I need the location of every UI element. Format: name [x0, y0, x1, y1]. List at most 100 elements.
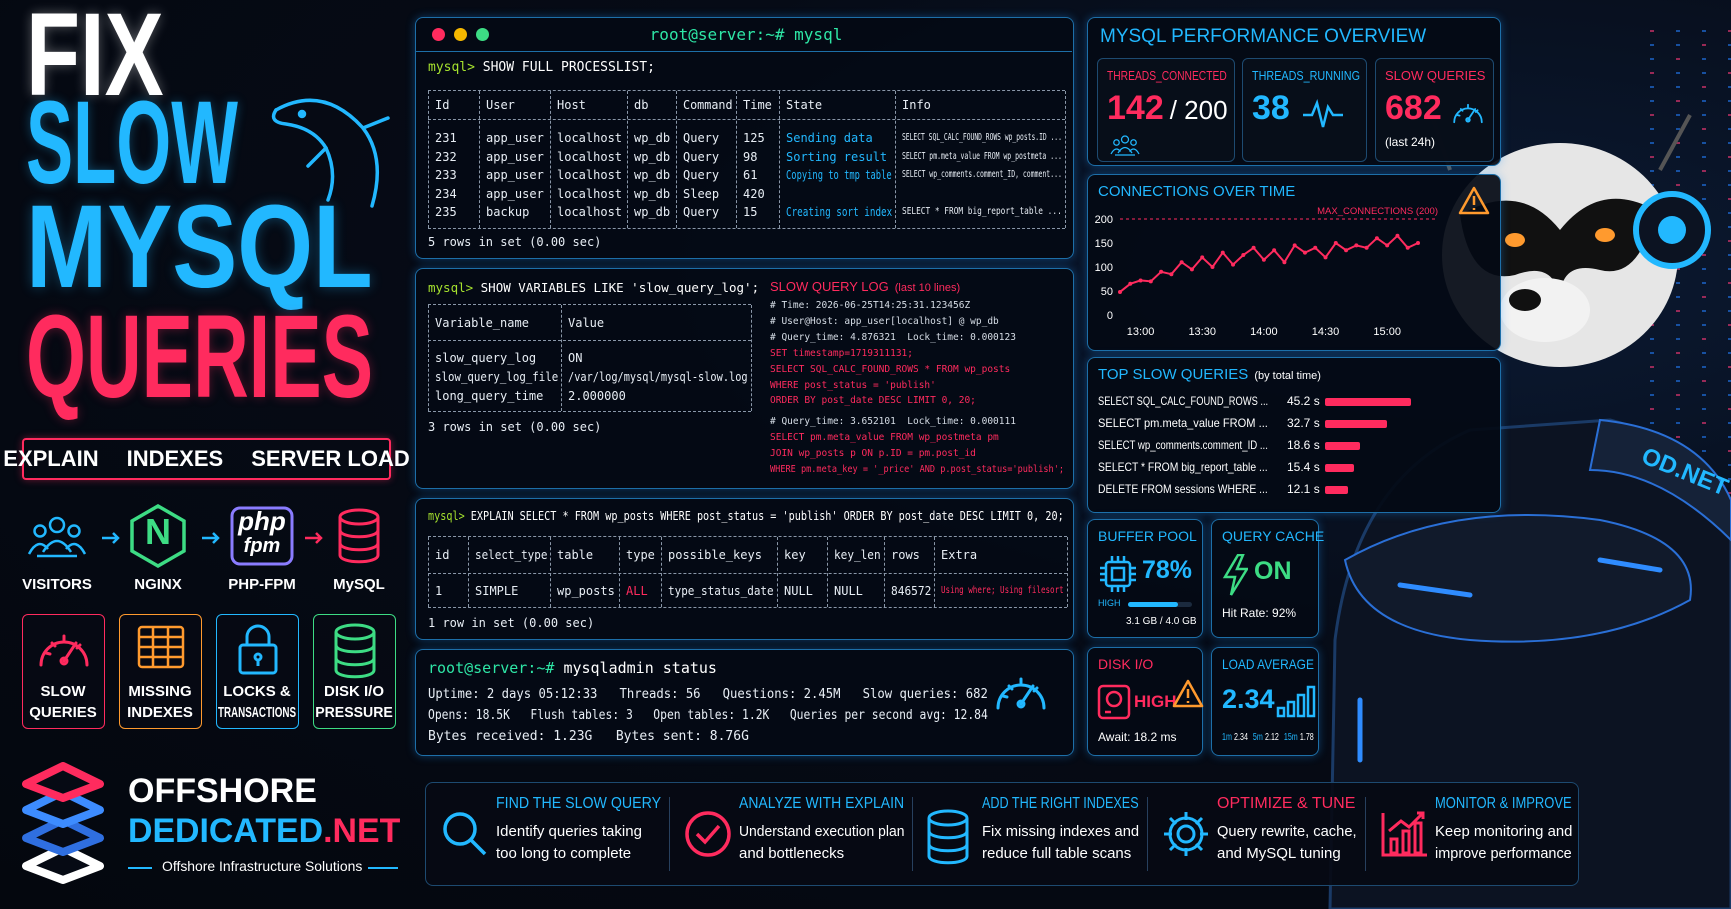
prompt-line: mysql> EXPLAIN SELECT * FROM wp_posts WHE…: [428, 508, 1064, 523]
tag: SERVER LOAD: [251, 446, 410, 471]
table-cell: localhost: [557, 149, 623, 164]
flow-arrow: [100, 530, 120, 546]
table-cell: backup: [486, 205, 530, 220]
data-point: [1395, 233, 1400, 238]
icon-part: [1222, 553, 1250, 596]
server-light: [1676, 170, 1680, 172]
server-light: [1702, 282, 1706, 284]
slow-log-line: SELECT SQL_CALC_FOUND_ROWS * FROM wp_pos…: [770, 363, 1011, 375]
flow-label: NGINX: [134, 576, 182, 593]
table-cell: SELECT * FROM big_report_table ...: [902, 206, 1062, 218]
icon-part: [39, 634, 89, 667]
server-light: [1702, 450, 1706, 452]
server-light: [1676, 86, 1680, 88]
tag: INDEXES: [126, 446, 224, 471]
icon-part: [927, 809, 969, 865]
table-cell: Sorting result: [786, 149, 888, 164]
icon-part: [1172, 679, 1204, 708]
column-header: Host: [557, 98, 586, 112]
server-light: [1676, 184, 1680, 186]
icon-part: [927, 830, 969, 853]
icon-part: [27, 542, 49, 555]
nginx-logo: N: [145, 511, 171, 552]
metric-value: 682: [1385, 89, 1442, 127]
icon-part: [334, 623, 376, 679]
metric-icon: [1110, 133, 1140, 157]
server-light: [1728, 212, 1731, 214]
column-rule: [428, 91, 429, 228]
load-period: 1m: [1222, 732, 1232, 743]
column-rule: [619, 537, 620, 607]
hero-title-line: SLOW: [26, 77, 238, 209]
icon-part: [1110, 135, 1140, 156]
headphone-core: [1658, 216, 1686, 244]
server-light: [1650, 142, 1654, 144]
result-table: id select_type table type possible_keys key ke…: [428, 536, 1068, 608]
server-light: [1676, 30, 1680, 32]
metric-label: THREADS_CONNECTED: [1107, 68, 1227, 83]
icon-part: [137, 625, 185, 669]
icon-part: [1276, 685, 1316, 718]
hero-title-line: MYSQL: [26, 181, 373, 313]
icon-part: [1401, 829, 1411, 855]
slow-log-line: # Query_time: 3.652101 Lock_time: 0.0001…: [770, 416, 1016, 427]
data-line: [1119, 234, 1419, 293]
icon-part: [39, 640, 89, 667]
issue-icon: [333, 623, 377, 683]
step-icon: [683, 809, 735, 865]
server-light: [1728, 380, 1731, 382]
step-title: MONITOR & IMPROVE: [1435, 795, 1572, 812]
icon-part: [334, 632, 376, 679]
server-light: [1702, 128, 1706, 130]
column-header: User: [486, 98, 515, 112]
bar: [1325, 464, 1355, 472]
card-value: ON: [1254, 557, 1292, 585]
column-header: Variable_name: [435, 315, 529, 330]
metric-label: SLOW QUERIES: [1385, 68, 1486, 83]
server-light: [1702, 296, 1706, 298]
column-rule: [934, 537, 935, 607]
table-cell: ALL: [626, 584, 648, 598]
prompt: root@server:~#: [428, 659, 555, 677]
column-rule: [550, 91, 551, 228]
issue-icon: [34, 623, 94, 671]
icon-part: [1001, 677, 1039, 699]
table-rule: [428, 119, 1065, 120]
table-cell: 420: [743, 186, 765, 201]
data-point: [1292, 243, 1297, 248]
icon-part: [245, 624, 271, 645]
status-line: Uptime: 2 days 05:12:33 Threads: 56 Ques…: [428, 687, 988, 702]
query-label: SELECT wp_comments.comment_ID ...: [1098, 438, 1268, 452]
value-label: 15.4 s: [1287, 460, 1320, 474]
data-point: [1128, 281, 1133, 286]
column-rule: [428, 537, 429, 607]
y-tick-label: 50: [1101, 286, 1113, 298]
tag-bar: EXPLAIN INDEXES SERVER LOAD: [3, 438, 410, 480]
icon-part: [102, 532, 120, 544]
title-rule: [416, 51, 1072, 52]
table-cell: /var/log/mysql/mysql-slow.log: [568, 369, 748, 384]
issue-label: MISSING: [128, 683, 192, 700]
slow-log-line: SELECT pm.meta_value FROM wp_postmeta pm: [770, 431, 999, 443]
table-cell: wp_db: [634, 168, 671, 183]
icon-part: [469, 838, 487, 856]
server-light: [1676, 394, 1680, 396]
server-light: [1676, 380, 1680, 382]
data-point: [1313, 245, 1318, 250]
server-light: [1702, 352, 1706, 354]
mysql-icon: [337, 508, 381, 568]
slow-log-heading: SLOW QUERY LOG (last 10 lines): [770, 279, 960, 294]
icon-part: [1110, 566, 1126, 582]
icon-part: [338, 508, 380, 526]
server-light: [1702, 170, 1706, 172]
column-rule: [428, 305, 429, 411]
warning-icon: [1458, 185, 1490, 217]
data-point: [1220, 250, 1225, 255]
icon-part: [305, 532, 323, 544]
icon-part: [334, 623, 376, 641]
icon-part: [338, 508, 380, 564]
server-light: [1728, 44, 1731, 46]
icon-part: [695, 824, 721, 845]
table-cell: wp_db: [634, 205, 671, 220]
panel-title: MYSQL PERFORMANCE OVERVIEW: [1100, 26, 1427, 47]
